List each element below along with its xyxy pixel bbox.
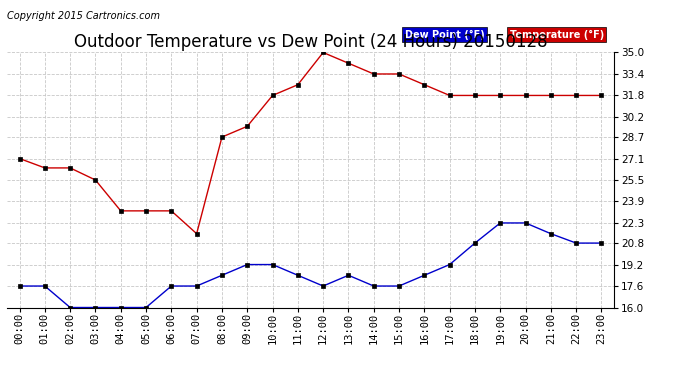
Title: Outdoor Temperature vs Dew Point (24 Hours) 20150128: Outdoor Temperature vs Dew Point (24 Hou… [74,33,547,51]
Text: Dew Point (°F): Dew Point (°F) [404,30,484,40]
Text: Copyright 2015 Cartronics.com: Copyright 2015 Cartronics.com [7,11,160,21]
Text: Temperature (°F): Temperature (°F) [510,30,604,40]
